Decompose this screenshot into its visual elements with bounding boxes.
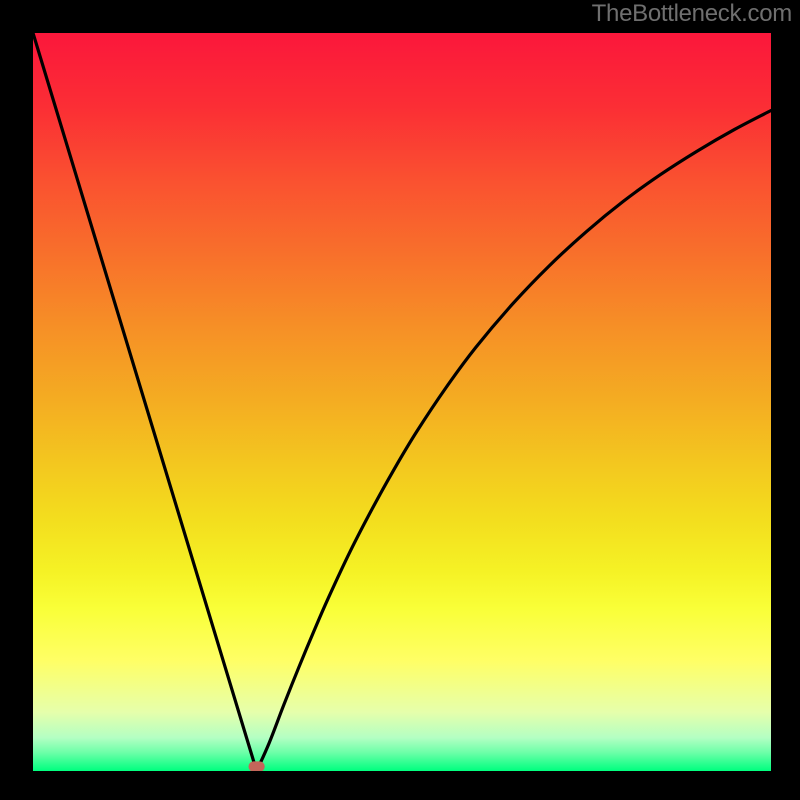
bottleneck-chart: [0, 0, 800, 800]
chart-container: TheBottleneck.com: [0, 0, 800, 800]
watermark-text: TheBottleneck.com: [592, 0, 792, 28]
minimum-marker: [248, 761, 264, 771]
